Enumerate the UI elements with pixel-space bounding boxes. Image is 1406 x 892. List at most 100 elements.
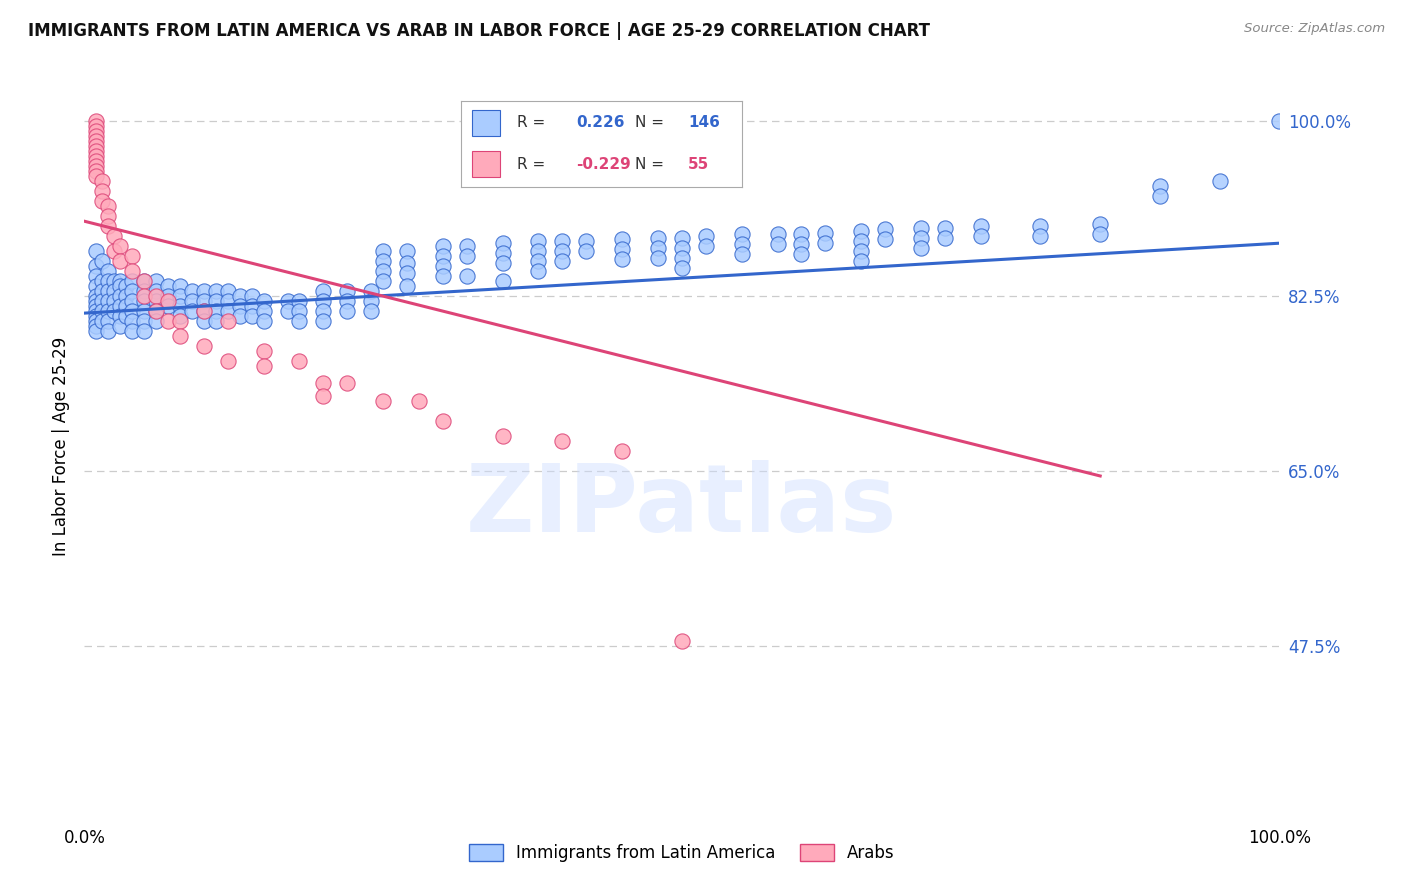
Point bbox=[671, 633, 693, 648]
Point bbox=[86, 114, 108, 128]
Point bbox=[145, 314, 167, 328]
Point bbox=[132, 289, 156, 303]
Point bbox=[432, 259, 454, 273]
Point bbox=[396, 256, 419, 270]
Point bbox=[1029, 219, 1052, 234]
Point bbox=[91, 304, 114, 318]
Point bbox=[110, 309, 132, 323]
Point bbox=[97, 219, 120, 234]
Point bbox=[157, 299, 180, 313]
Point bbox=[1209, 174, 1232, 188]
Point bbox=[97, 274, 120, 288]
Point bbox=[132, 274, 156, 288]
Point bbox=[86, 259, 108, 273]
Point bbox=[103, 304, 125, 318]
Point bbox=[1149, 179, 1171, 194]
Point bbox=[647, 241, 669, 255]
Point bbox=[103, 274, 125, 288]
Point bbox=[217, 354, 239, 368]
Point bbox=[193, 339, 215, 353]
Point bbox=[193, 314, 215, 328]
Point bbox=[408, 394, 430, 409]
Point bbox=[527, 244, 550, 259]
Point bbox=[205, 304, 228, 318]
Point bbox=[86, 159, 108, 173]
Point bbox=[91, 314, 114, 328]
Point bbox=[110, 279, 132, 293]
Point bbox=[86, 154, 108, 169]
Point bbox=[492, 429, 515, 443]
Point bbox=[527, 234, 550, 248]
Point bbox=[612, 444, 634, 458]
Point bbox=[97, 324, 120, 338]
Point bbox=[217, 314, 239, 328]
Point bbox=[312, 304, 335, 318]
Point bbox=[336, 304, 359, 318]
Point bbox=[145, 304, 167, 318]
Point bbox=[103, 294, 125, 309]
Point bbox=[240, 299, 263, 313]
Point bbox=[91, 174, 114, 188]
Point bbox=[86, 314, 108, 328]
Point bbox=[157, 289, 180, 303]
Point bbox=[396, 279, 419, 293]
Point bbox=[181, 294, 204, 309]
Point bbox=[121, 304, 143, 318]
Point bbox=[193, 284, 215, 298]
Point bbox=[360, 294, 382, 309]
Point bbox=[103, 244, 125, 259]
Text: IMMIGRANTS FROM LATIN AMERICA VS ARAB IN LABOR FORCE | AGE 25-29 CORRELATION CHA: IMMIGRANTS FROM LATIN AMERICA VS ARAB IN… bbox=[28, 22, 931, 40]
Point bbox=[86, 139, 108, 153]
Point bbox=[1090, 227, 1112, 242]
Point bbox=[240, 309, 263, 323]
Point bbox=[132, 294, 156, 309]
Point bbox=[157, 279, 180, 293]
Point bbox=[169, 299, 191, 313]
Point bbox=[115, 289, 138, 303]
Point bbox=[110, 239, 132, 253]
Point bbox=[731, 227, 754, 242]
Point bbox=[910, 241, 932, 255]
Point bbox=[86, 120, 108, 134]
Point bbox=[456, 269, 478, 284]
Point bbox=[97, 209, 120, 223]
Point bbox=[205, 314, 228, 328]
Point bbox=[132, 274, 156, 288]
Point bbox=[121, 264, 143, 278]
Point bbox=[336, 294, 359, 309]
Point bbox=[312, 284, 335, 298]
Text: Source: ZipAtlas.com: Source: ZipAtlas.com bbox=[1244, 22, 1385, 36]
Point bbox=[205, 284, 228, 298]
Point bbox=[86, 169, 108, 184]
Point bbox=[336, 284, 359, 298]
Point bbox=[288, 304, 311, 318]
Point bbox=[671, 251, 693, 265]
Point bbox=[373, 244, 395, 259]
Point bbox=[97, 264, 120, 278]
Point bbox=[229, 299, 252, 313]
Point bbox=[456, 249, 478, 263]
Point bbox=[766, 227, 789, 242]
Point bbox=[253, 359, 276, 373]
Point bbox=[86, 134, 108, 148]
Point bbox=[103, 229, 125, 244]
Point bbox=[86, 244, 108, 259]
Point bbox=[790, 237, 813, 252]
Point bbox=[851, 244, 873, 259]
Point bbox=[115, 309, 138, 323]
Point bbox=[121, 274, 143, 288]
Point bbox=[373, 264, 395, 278]
Point bbox=[91, 194, 114, 209]
Point bbox=[132, 304, 156, 318]
Point bbox=[97, 314, 120, 328]
Point bbox=[551, 244, 574, 259]
Point bbox=[91, 284, 114, 298]
Point bbox=[253, 314, 276, 328]
Point bbox=[181, 284, 204, 298]
Point bbox=[169, 289, 191, 303]
Point bbox=[875, 222, 897, 236]
Point bbox=[456, 239, 478, 253]
Point bbox=[695, 229, 717, 244]
Point bbox=[193, 294, 215, 309]
Point bbox=[814, 236, 837, 251]
